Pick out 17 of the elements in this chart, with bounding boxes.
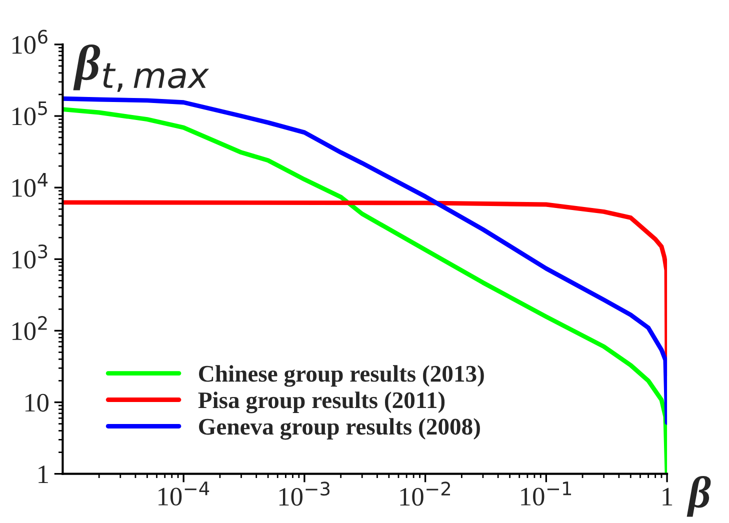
y-tick-label: 10$^{2}$ xyxy=(12,316,47,340)
y-tick-label: 10$^{3}$ xyxy=(12,244,48,269)
x-tick-label: 10$^{−3}$ xyxy=(279,482,330,506)
y-tick-label: 10 xyxy=(25,394,48,412)
y-tick-label: 1 xyxy=(38,466,48,483)
legend-label: Pisa group results (2011) xyxy=(198,392,445,414)
x-tick-label: 10$^{−2}$ xyxy=(400,482,450,506)
x-tick-label: 1 xyxy=(662,488,672,506)
legend-label: Chinese group results (2013) xyxy=(198,365,484,387)
legend-label: Geneva group results (2008) xyxy=(198,418,480,440)
y-tick-label: 10$^{5}$ xyxy=(12,101,47,126)
y-axis-title: β$_{t,max}$ xyxy=(73,44,210,92)
y-tick-label: 10$^{6}$ xyxy=(12,30,48,54)
x-tick-label: 10$^{−4}$ xyxy=(158,482,210,506)
x-axis-title: β xyxy=(686,476,711,517)
x-tick-label: 10$^{−1}$ xyxy=(521,482,572,506)
y-tick-label: 10$^{4}$ xyxy=(12,173,48,197)
